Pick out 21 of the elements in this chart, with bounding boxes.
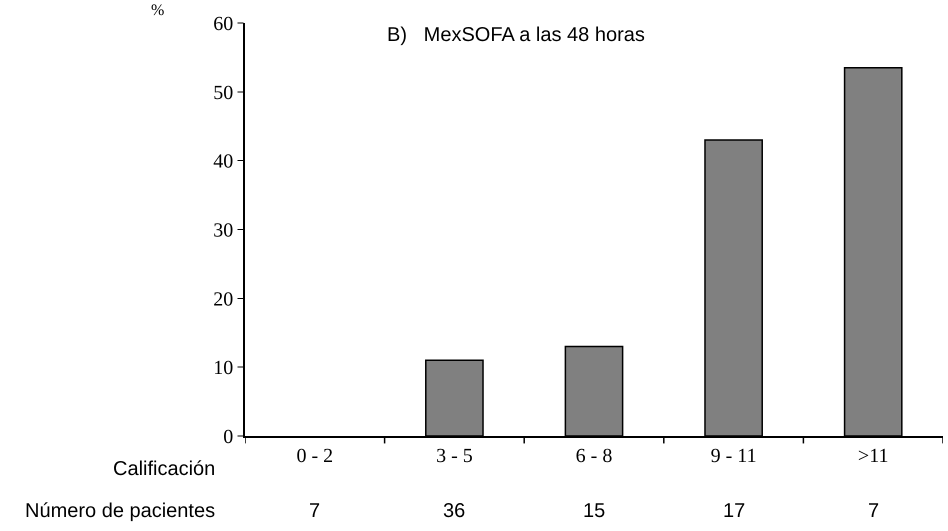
x-tick-label: 9 - 11: [710, 444, 757, 467]
text: Número de pacientes: [25, 500, 216, 522]
y-tick-label: 60: [213, 13, 234, 35]
text: 7: [309, 500, 320, 522]
text: 7: [868, 500, 880, 522]
chart-title: B) MexSOFA a las 48 horas: [387, 24, 645, 46]
y-tick-label: 20: [213, 288, 234, 310]
x-tick-label: >11: [858, 444, 888, 467]
x-tick-label: 0 - 2: [296, 444, 334, 467]
x-axis-title: Calificación: [113, 458, 216, 480]
x-tick-label: 6 - 8: [576, 444, 612, 467]
text: 36: [443, 500, 466, 522]
x-tick-label: 3 - 5: [436, 444, 473, 467]
text: 15: [583, 500, 606, 522]
y-tick-label: 50: [213, 82, 234, 104]
y-axis-title: %: [151, 2, 164, 19]
y-tick-label: 30: [213, 220, 234, 242]
y-tick-label: 0: [223, 426, 234, 448]
y-tick-label: 40: [213, 150, 234, 173]
y-tick-label: 10: [213, 357, 234, 380]
text: 17: [723, 500, 746, 522]
